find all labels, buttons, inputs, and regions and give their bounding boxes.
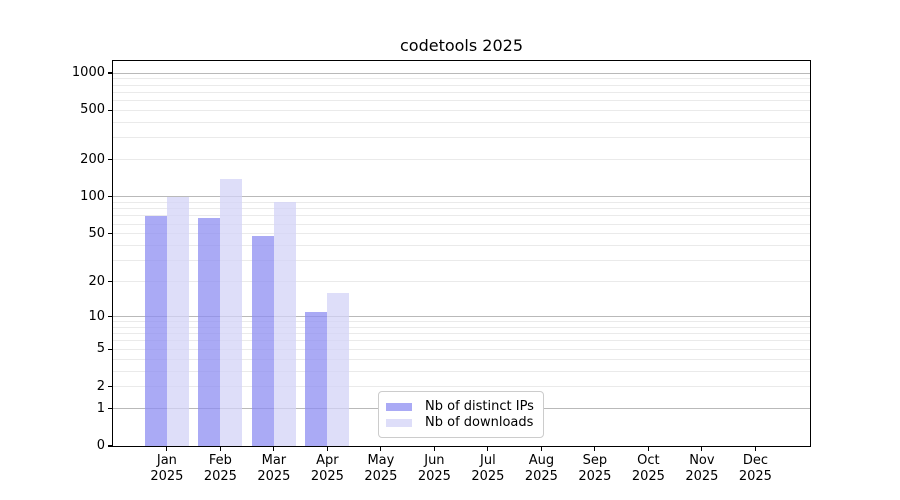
minor-gridline	[113, 233, 810, 235]
y-tick-mark	[108, 159, 113, 161]
x-tick-mark	[380, 446, 382, 451]
minor-gridline	[113, 109, 810, 111]
y-tick-mark	[108, 445, 113, 447]
x-tick-mark	[487, 446, 489, 451]
minor-gridline	[113, 340, 810, 342]
x-tick-label: May 2025	[364, 453, 398, 484]
legend-swatch	[386, 418, 412, 427]
x-tick-mark	[594, 446, 596, 451]
y-tick-mark	[108, 407, 113, 410]
legend: Nb of distinct IPs Nb of downloads	[378, 391, 544, 438]
y-tick-mark	[108, 72, 113, 74]
x-tick-label: Jun 2025	[417, 453, 451, 484]
minor-gridline	[113, 245, 810, 247]
minor-gridline	[113, 215, 810, 217]
y-tick-label: 0	[96, 438, 105, 453]
minor-gridline	[113, 223, 810, 225]
minor-gridline	[113, 321, 810, 323]
minor-gridline	[113, 358, 810, 360]
bar-downloads-apr	[327, 293, 350, 446]
minor-gridline	[113, 348, 810, 350]
y-tick-label: 1	[96, 400, 105, 416]
minor-gridline	[113, 386, 810, 388]
x-tick-mark	[754, 446, 756, 451]
major-gridline	[113, 72, 810, 74]
bar-downloads-jan	[166, 196, 189, 446]
x-tick-label: Feb 2025	[203, 453, 237, 484]
minor-gridline	[113, 159, 810, 161]
y-tick-mark	[108, 386, 113, 388]
x-tick-label: Dec 2025	[738, 453, 772, 484]
bar-distinct-ips-feb	[198, 218, 221, 446]
major-gridline	[113, 196, 810, 198]
minor-gridline	[113, 208, 810, 210]
y-tick-mark	[108, 233, 113, 235]
x-tick-mark	[326, 446, 328, 451]
legend-item: Nb of distinct IPs	[386, 399, 537, 415]
minor-gridline	[113, 201, 810, 203]
legend-label: Nb of distinct IPs	[425, 398, 534, 414]
y-tick-label: 50	[88, 225, 105, 241]
y-tick-label: 10	[88, 308, 105, 324]
y-tick-mark	[108, 109, 113, 111]
x-tick-label: Mar 2025	[257, 453, 291, 484]
y-tick-mark	[108, 281, 113, 283]
minor-gridline	[113, 370, 810, 372]
bar-distinct-ips-jan	[144, 215, 167, 446]
major-gridline	[113, 316, 810, 318]
x-tick-mark	[166, 446, 168, 451]
y-tick-mark	[108, 315, 113, 318]
minor-gridline	[113, 78, 810, 80]
minor-gridline	[113, 84, 810, 86]
minor-gridline	[113, 281, 810, 283]
x-tick-label: Apr 2025	[310, 453, 344, 484]
y-tick-label: 2	[96, 378, 105, 394]
x-tick-label: Oct 2025	[631, 453, 665, 484]
y-tick-label: 200	[80, 151, 105, 167]
y-tick-label: 500	[80, 102, 105, 118]
y-tick-label: 5	[96, 341, 105, 357]
bar-downloads-mar	[273, 202, 296, 446]
minor-gridline	[113, 326, 810, 328]
legend-label: Nb of downloads	[425, 414, 534, 430]
y-tick-label: 1000	[71, 65, 105, 81]
x-tick-mark	[540, 446, 542, 451]
x-tick-label: Sep 2025	[578, 453, 612, 484]
bar-downloads-feb	[220, 178, 243, 446]
plot-area: 0 1 2 5 10 20 50 100 200 500 1000 Jan 2025 Feb 2025 M…	[72, 60, 811, 484]
x-tick-mark	[219, 446, 221, 451]
x-tick-label: Nov 2025	[685, 453, 719, 484]
y-tick-label: 20	[88, 273, 105, 289]
x-tick-label: Aug 2025	[524, 453, 558, 484]
minor-gridline	[113, 100, 810, 102]
bar-distinct-ips-apr	[305, 311, 328, 446]
x-tick-mark	[273, 446, 275, 451]
y-tick-mark	[108, 348, 113, 350]
chart-title: codetools 2025	[399, 36, 524, 55]
minor-gridline	[113, 121, 810, 123]
legend-item: Nb of downloads	[386, 415, 537, 431]
x-tick-mark	[433, 446, 435, 451]
x-tick-mark	[701, 446, 703, 451]
bar-distinct-ips-mar	[251, 235, 274, 446]
minor-gridline	[113, 333, 810, 335]
y-tick-mark	[108, 196, 113, 198]
x-tick-mark	[647, 446, 649, 451]
x-tick-label: Jul 2025	[471, 453, 505, 484]
minor-gridline	[113, 260, 810, 262]
x-tick-label: Jan 2025	[150, 453, 184, 484]
legend-swatch	[386, 402, 412, 411]
minor-gridline	[113, 137, 810, 139]
y-tick-label: 100	[80, 188, 105, 204]
minor-gridline	[113, 91, 810, 93]
